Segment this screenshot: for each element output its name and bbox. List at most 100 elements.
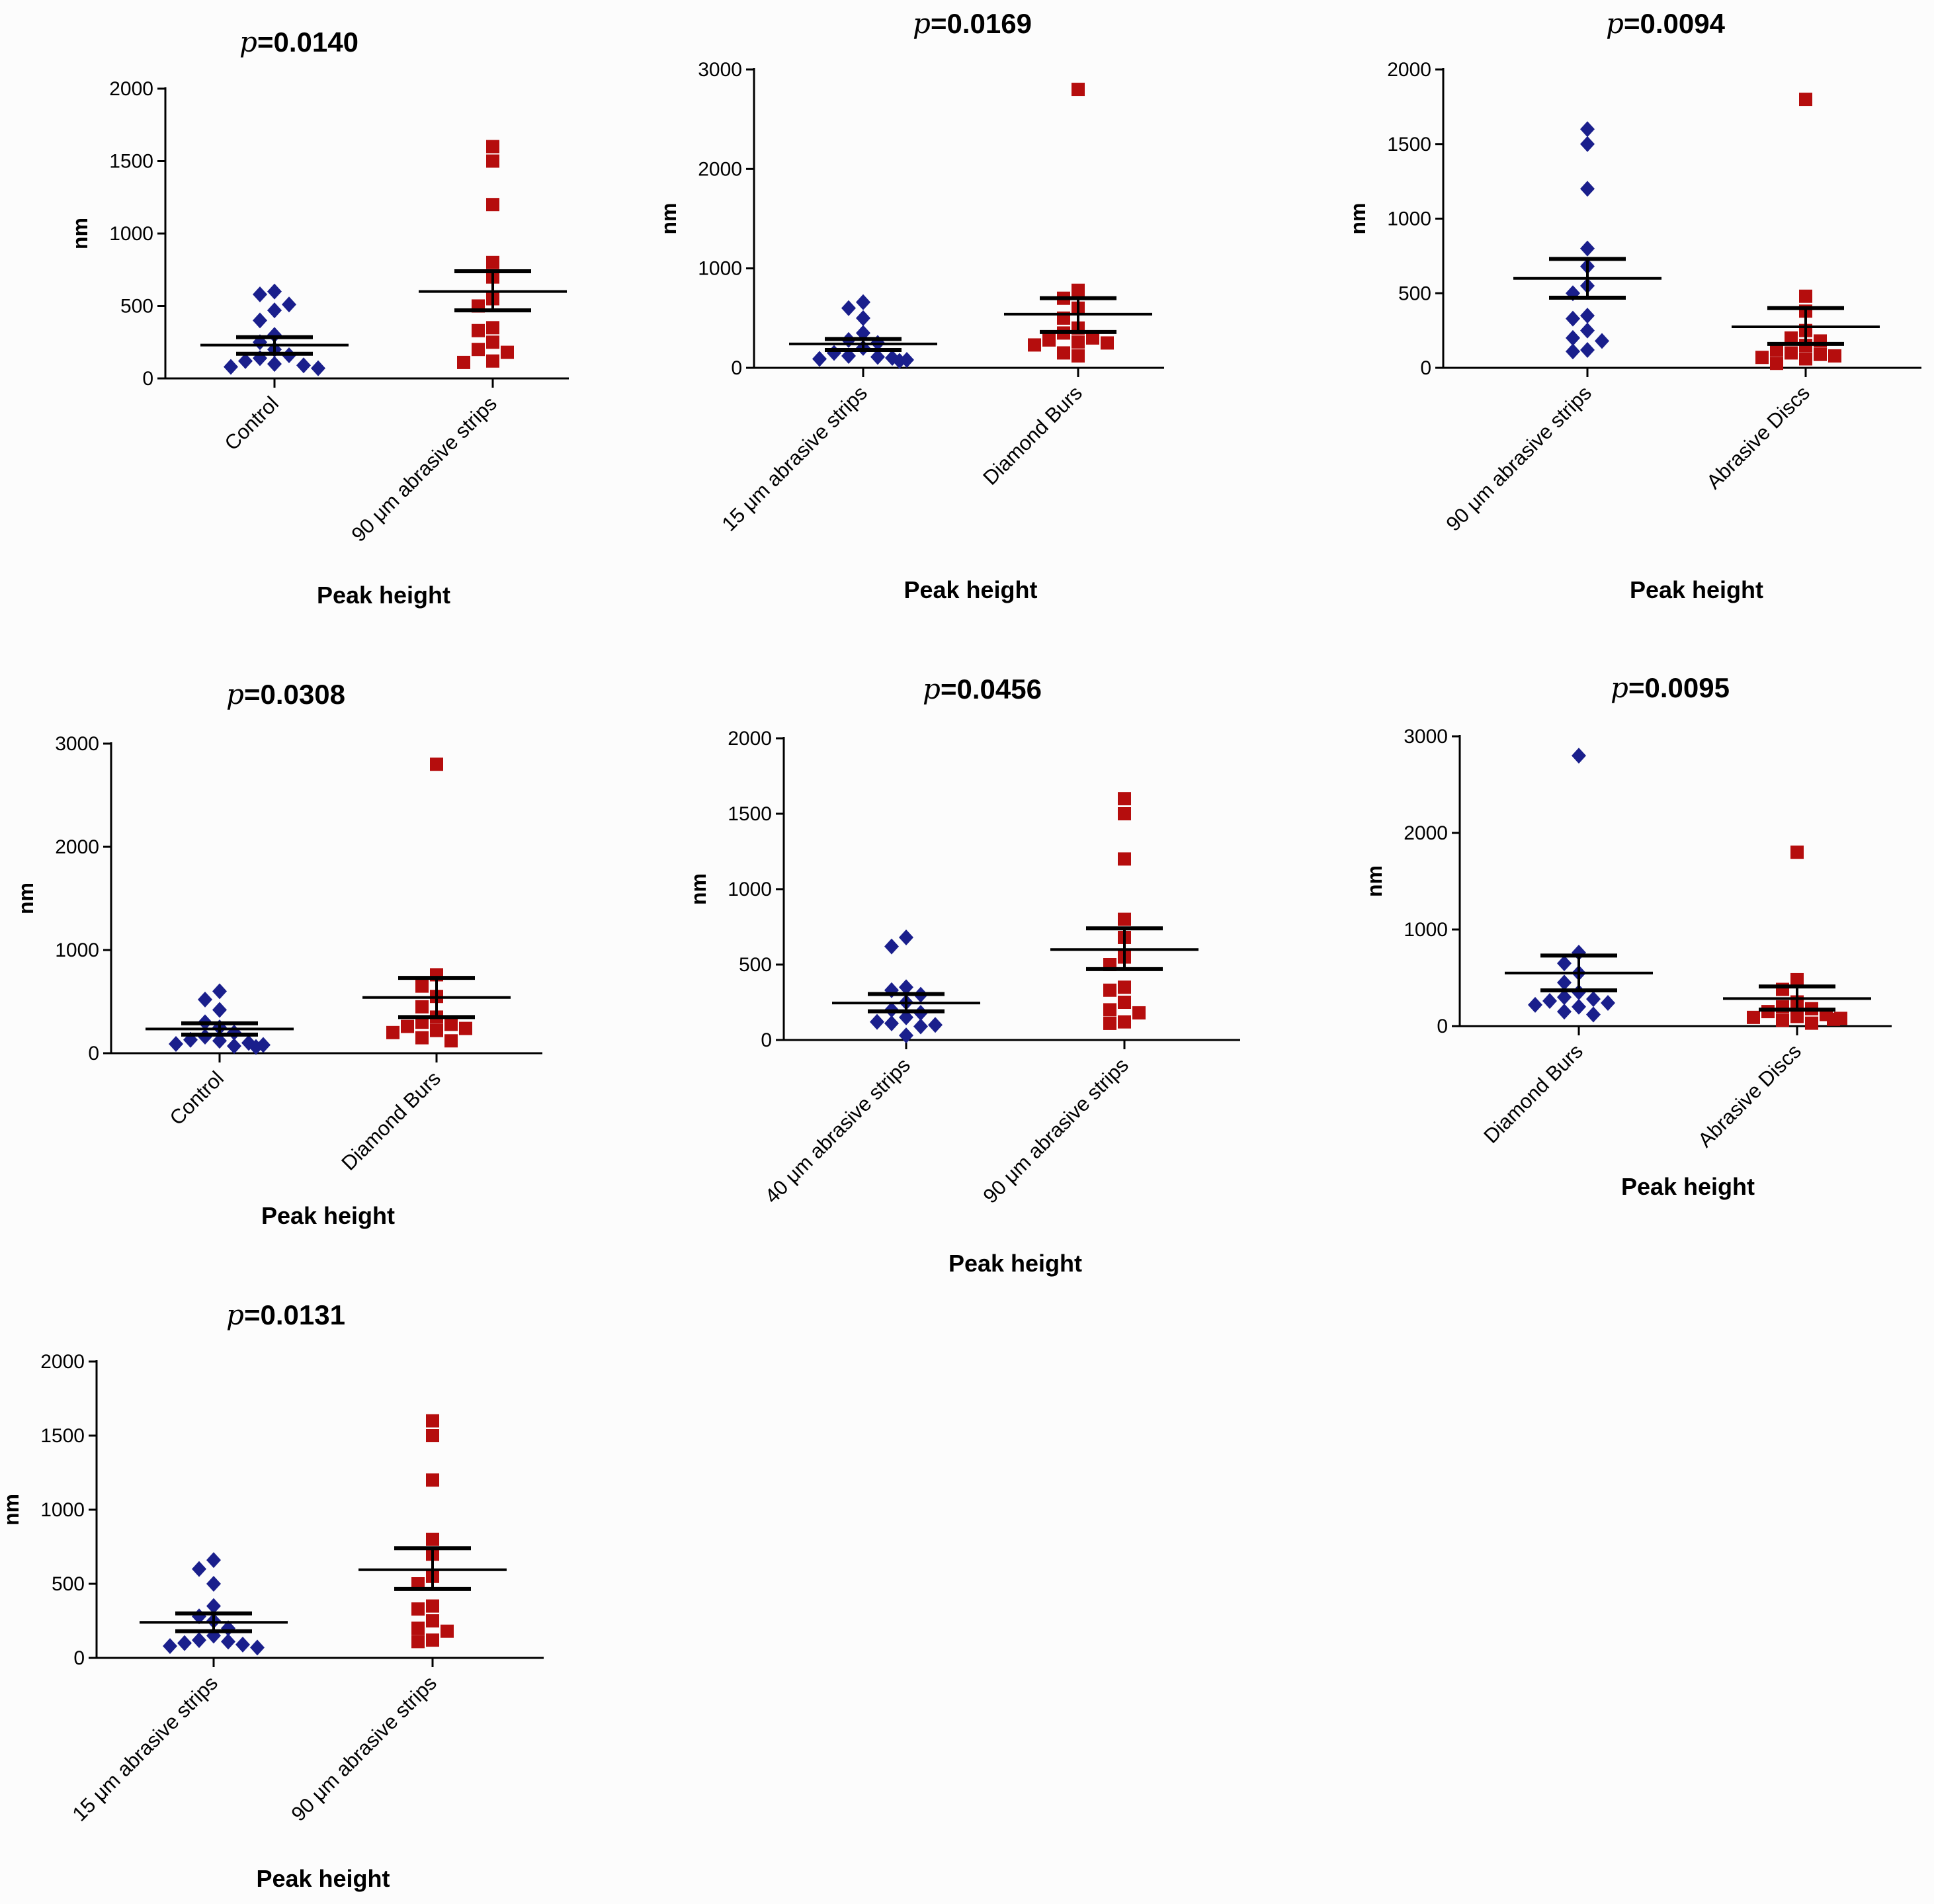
chart-title: p=0.0131 bbox=[226, 1299, 345, 1331]
data-point-diamond bbox=[841, 300, 856, 316]
data-point-square bbox=[1805, 1016, 1818, 1030]
x-axis-label: Peak height bbox=[261, 1202, 395, 1229]
y-tick-label: 0 bbox=[73, 1647, 85, 1669]
data-point-diamond bbox=[1572, 748, 1586, 764]
data-point-square bbox=[486, 154, 499, 168]
data-point-square bbox=[1103, 983, 1116, 997]
data-point-diamond bbox=[1580, 181, 1595, 197]
data-point-square bbox=[1072, 335, 1085, 349]
data-point-diamond bbox=[1595, 333, 1609, 349]
y-tick-label: 1000 bbox=[698, 258, 742, 280]
y-tick-label: 1000 bbox=[55, 939, 99, 961]
category-label: Control bbox=[220, 392, 283, 454]
category-label: Diamond Burs bbox=[1479, 1039, 1587, 1148]
data-point-diamond bbox=[1528, 996, 1542, 1013]
data-point-square bbox=[1755, 351, 1769, 365]
data-point-diamond bbox=[253, 312, 267, 329]
chart-title: p=0.0308 bbox=[226, 678, 345, 711]
data-point-diamond bbox=[1580, 136, 1595, 152]
data-point-diamond bbox=[856, 310, 870, 326]
y-axis-label: nm bbox=[1346, 203, 1370, 235]
y-tick-label: 0 bbox=[1437, 1016, 1448, 1037]
data-point-diamond bbox=[1601, 994, 1615, 1011]
data-point-square bbox=[1747, 1010, 1760, 1024]
x-axis-label: Peak height bbox=[948, 1250, 1082, 1277]
data-point-diamond bbox=[235, 1636, 250, 1653]
y-tick-label: 1000 bbox=[1404, 919, 1448, 941]
data-point-square bbox=[1827, 1012, 1840, 1026]
data-point-square bbox=[1799, 93, 1812, 107]
data-point-diamond bbox=[913, 1018, 928, 1035]
data-point-square bbox=[444, 1034, 458, 1048]
data-point-square bbox=[401, 1019, 414, 1033]
category-label: 90 μm abrasive strips bbox=[978, 1053, 1133, 1208]
chart-title: p=0.0094 bbox=[1606, 7, 1726, 40]
data-point-diamond bbox=[899, 929, 913, 945]
data-point-square bbox=[426, 1614, 439, 1627]
data-point-square bbox=[472, 343, 485, 357]
data-point-square bbox=[426, 1532, 439, 1546]
y-tick-label: 1000 bbox=[40, 1499, 85, 1521]
y-axis-label: nm bbox=[0, 1494, 23, 1526]
data-point-square bbox=[441, 1624, 454, 1638]
p-value: =0.0308 bbox=[244, 679, 345, 710]
y-tick-label: 1000 bbox=[1387, 208, 1431, 230]
category-label: 15 μm abrasive strips bbox=[67, 1671, 222, 1826]
data-point-diamond bbox=[206, 1576, 221, 1592]
data-point-square bbox=[426, 1473, 439, 1487]
data-point-diamond bbox=[192, 1632, 206, 1649]
data-point-square bbox=[1057, 346, 1070, 360]
data-point-square bbox=[1770, 357, 1783, 370]
y-tick-label: 500 bbox=[739, 954, 772, 976]
data-point-square bbox=[1776, 1014, 1789, 1027]
data-point-diamond bbox=[163, 1638, 177, 1655]
data-point-diamond bbox=[1566, 310, 1580, 327]
data-point-square bbox=[1118, 980, 1131, 994]
y-axis-label: nm bbox=[657, 203, 681, 235]
category-label: 90 μm abrasive strips bbox=[1441, 381, 1596, 536]
data-point-square bbox=[1132, 1006, 1146, 1019]
y-tick-label: 2000 bbox=[109, 78, 153, 100]
data-point-square bbox=[1118, 852, 1131, 866]
data-point-diamond bbox=[224, 359, 238, 375]
chart-panel: p=0.0131 0 500 1000 1500 2000 nm 15 μm abrasive… bbox=[0, 1299, 544, 1892]
data-point-diamond bbox=[812, 351, 827, 367]
data-point-diamond bbox=[267, 356, 282, 372]
data-point-square bbox=[486, 198, 499, 212]
data-point-square bbox=[1799, 289, 1812, 303]
data-point-square bbox=[1072, 349, 1085, 363]
chart-title: p=0.0169 bbox=[913, 7, 1032, 40]
data-point-diamond bbox=[1557, 974, 1572, 991]
y-tick-label: 1000 bbox=[109, 223, 153, 245]
category-label: Diamond Burs bbox=[978, 381, 1087, 490]
x-axis-label: Peak height bbox=[1630, 576, 1763, 603]
y-tick-label: 2000 bbox=[1404, 822, 1448, 844]
y-axis-label: nm bbox=[687, 873, 710, 905]
y-tick-label: 2000 bbox=[698, 158, 742, 180]
data-point-square bbox=[1042, 333, 1056, 347]
y-tick-label: 1500 bbox=[1387, 134, 1431, 155]
data-point-diamond bbox=[1566, 343, 1580, 360]
category-label: Diamond Burs bbox=[337, 1066, 445, 1175]
x-axis-label: Peak height bbox=[317, 582, 450, 609]
data-point-diamond bbox=[827, 345, 841, 361]
data-point-diamond bbox=[1586, 1006, 1601, 1023]
data-point-diamond bbox=[884, 1015, 899, 1031]
data-point-diamond bbox=[1542, 993, 1557, 1010]
data-point-diamond bbox=[267, 283, 282, 300]
p-value: =0.0095 bbox=[1628, 672, 1730, 703]
chart-panel: p=0.0169 0 1000 2000 3000 nm 15 μm abrasive st… bbox=[657, 7, 1164, 603]
data-point-square bbox=[486, 321, 499, 335]
data-point-square bbox=[472, 324, 485, 337]
data-point-diamond bbox=[870, 349, 885, 365]
data-point-diamond bbox=[1566, 329, 1580, 346]
chart-panel: p=0.0094 0 500 1000 1500 2000 nm 90 μm abrasive… bbox=[1346, 7, 1921, 603]
data-point-square bbox=[1072, 83, 1085, 97]
y-axis-label: nm bbox=[1363, 865, 1386, 897]
data-point-square bbox=[1101, 336, 1114, 350]
data-point-diamond bbox=[870, 1014, 884, 1030]
y-tick-label: 1500 bbox=[40, 1425, 85, 1447]
data-point-diamond bbox=[856, 294, 870, 310]
p-value: =0.0131 bbox=[244, 1299, 345, 1330]
